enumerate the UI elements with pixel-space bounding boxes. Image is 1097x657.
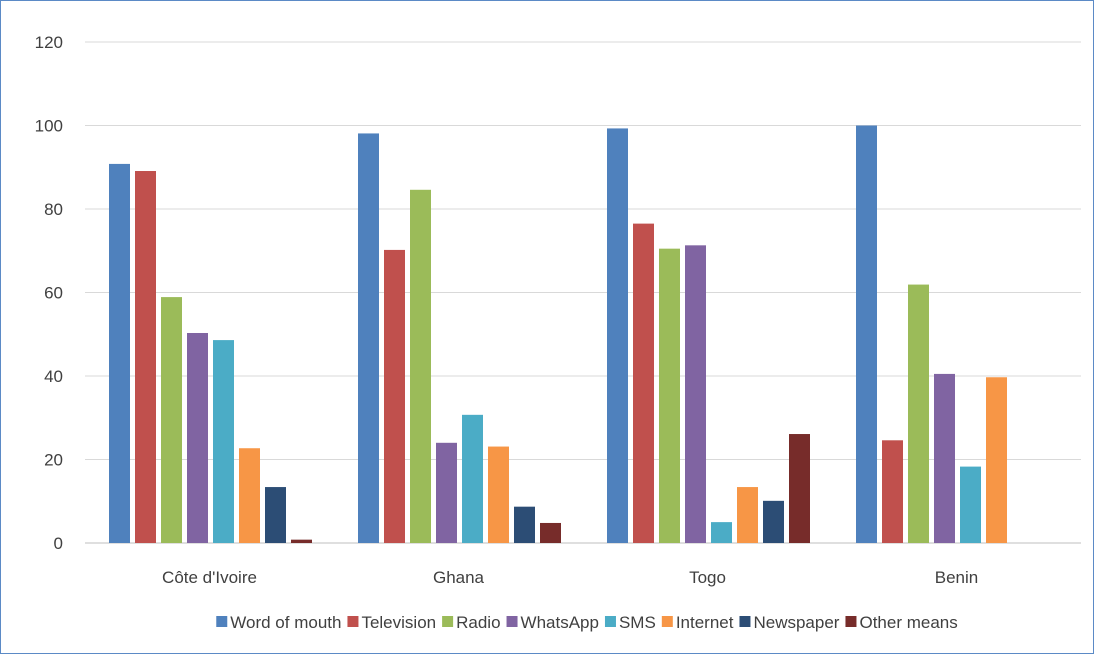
bar (291, 539, 312, 543)
bar (384, 249, 405, 544)
bar (856, 125, 877, 543)
legend: Word of mouth Television Radio WhatsApp SMS I… (216, 613, 958, 632)
legend-item: Radio (442, 613, 501, 632)
x-axis-categories: Côte d'Ivoire Ghana Togo Benin (162, 568, 978, 587)
y-axis-ticks: 0 20 40 60 80 100 120 (35, 33, 63, 553)
legend-swatch (845, 616, 857, 627)
legend-item: Other means (845, 613, 958, 632)
legend-label: Internet (676, 613, 734, 632)
legend-swatch (661, 616, 673, 627)
legend-swatch (506, 616, 518, 627)
legend-swatch (442, 616, 454, 627)
bar (135, 171, 156, 543)
bar (934, 373, 955, 543)
x-category-label: Côte d'Ivoire (162, 568, 257, 587)
bar (488, 446, 509, 543)
bar (882, 440, 903, 543)
bar (737, 487, 758, 543)
legend-label: Radio (456, 613, 500, 632)
bar-group (856, 125, 1007, 543)
bar (659, 248, 680, 543)
x-category-label: Benin (935, 568, 978, 587)
bar (607, 128, 628, 544)
y-tick-label: 120 (35, 33, 63, 52)
bar (789, 434, 810, 543)
bars (109, 125, 1007, 544)
y-tick-label: 0 (54, 534, 63, 553)
bar (358, 133, 379, 543)
bar (633, 223, 654, 544)
legend-swatch (739, 616, 751, 627)
legend-label: Television (361, 613, 436, 632)
bar (685, 245, 706, 543)
bar-group (358, 133, 561, 544)
bar (986, 377, 1007, 543)
bar (239, 448, 260, 543)
bar (514, 506, 535, 543)
bar (109, 163, 130, 543)
bar (763, 500, 784, 543)
bar-group (109, 163, 312, 543)
x-category-label: Togo (689, 568, 726, 587)
legend-swatch (216, 616, 228, 627)
y-tick-label: 20 (44, 451, 63, 470)
legend-label: Word of mouth (230, 613, 341, 632)
y-tick-label: 40 (44, 367, 63, 386)
y-tick-label: 80 (44, 200, 63, 219)
bar (960, 466, 981, 543)
legend-item: Newspaper (739, 613, 840, 632)
bar (161, 297, 182, 543)
legend-item: WhatsApp (506, 613, 599, 632)
bar (711, 522, 732, 543)
legend-item: Internet (661, 613, 734, 632)
legend-label: WhatsApp (521, 613, 599, 632)
legend-swatch (604, 616, 616, 627)
legend-label: Newspaper (753, 613, 839, 632)
legend-item: SMS (604, 613, 656, 632)
x-category-label: Ghana (433, 568, 485, 587)
legend-item: Television (347, 613, 436, 632)
bar (540, 522, 561, 543)
legend-item: Word of mouth (216, 613, 341, 632)
y-tick-label: 60 (44, 284, 63, 303)
legend-label: Other means (859, 613, 957, 632)
legend-swatch (347, 616, 359, 627)
legend-label: SMS (619, 613, 656, 632)
gridlines (85, 41, 1081, 544)
bar (436, 442, 457, 543)
bar (462, 414, 483, 543)
bar (187, 332, 208, 543)
bar (265, 487, 286, 543)
bar (410, 189, 431, 544)
bar-group (607, 128, 810, 544)
bar (213, 340, 234, 543)
y-tick-label: 100 (35, 117, 63, 136)
bar (908, 284, 929, 543)
